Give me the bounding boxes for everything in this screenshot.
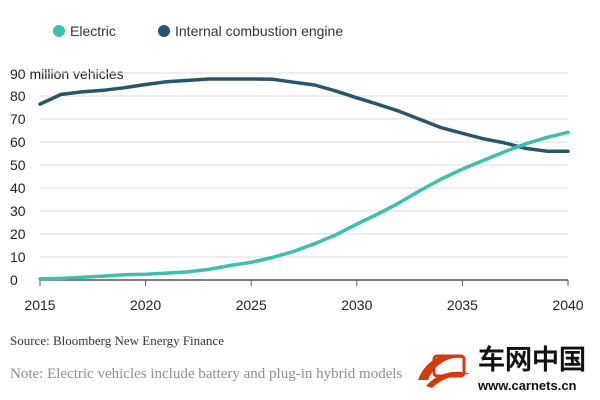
legend-marker-electric — [53, 25, 65, 37]
watermark-logo: 车网中国 www.carnets.cn — [418, 344, 586, 393]
y-tick-label: 10 — [10, 249, 26, 265]
series-line-electric — [38, 130, 570, 281]
legend-marker-internal-combustion-engine — [158, 25, 170, 37]
x-tick-label: 2030 — [341, 297, 372, 313]
series-line-internal-combustion-engine — [38, 77, 570, 153]
x-tick-label: 2020 — [130, 297, 161, 313]
chart: Electric Internal combustion engine 90 m… — [10, 23, 584, 313]
y-tick-label: 60 — [10, 134, 26, 150]
y-axis-ticks: 0 10 20 30 40 50 60 70 80 — [10, 88, 26, 288]
watermark-url: www.carnets.cn — [477, 378, 577, 393]
x-tick-label: 2035 — [447, 297, 478, 313]
y-tick-label: 70 — [10, 111, 26, 127]
legend: Electric Internal combustion engine — [53, 23, 343, 39]
y-tick-label: 50 — [10, 157, 26, 173]
watermark-name: 车网中国 — [478, 344, 586, 376]
x-tick-label: 2015 — [24, 297, 55, 313]
x-tick-label: 2025 — [236, 297, 267, 313]
y-tick-label: 40 — [10, 180, 26, 196]
y-tick-label: 30 — [10, 203, 26, 219]
y-tick-label: 80 — [10, 88, 26, 104]
series-lines — [38, 77, 570, 281]
legend-label-electric: Electric — [70, 23, 116, 39]
source-note: Source: Bloomberg New Energy Finance — [10, 333, 224, 348]
y-tick-label: 20 — [10, 226, 26, 242]
x-axis-ticks: 2015 2020 2025 2030 2035 2040 — [24, 280, 584, 313]
y-axis-unit-label: 90 million vehicles — [10, 66, 124, 82]
watermark-swoosh-icon — [418, 354, 470, 388]
y-tick-label: 0 — [10, 272, 18, 288]
x-tick-label: 2040 — [552, 297, 583, 313]
legend-label-internal-combustion-engine: Internal combustion engine — [175, 23, 343, 39]
gridlines — [40, 72, 568, 281]
footnote: Note: Electric vehicles include battery … — [10, 366, 403, 382]
